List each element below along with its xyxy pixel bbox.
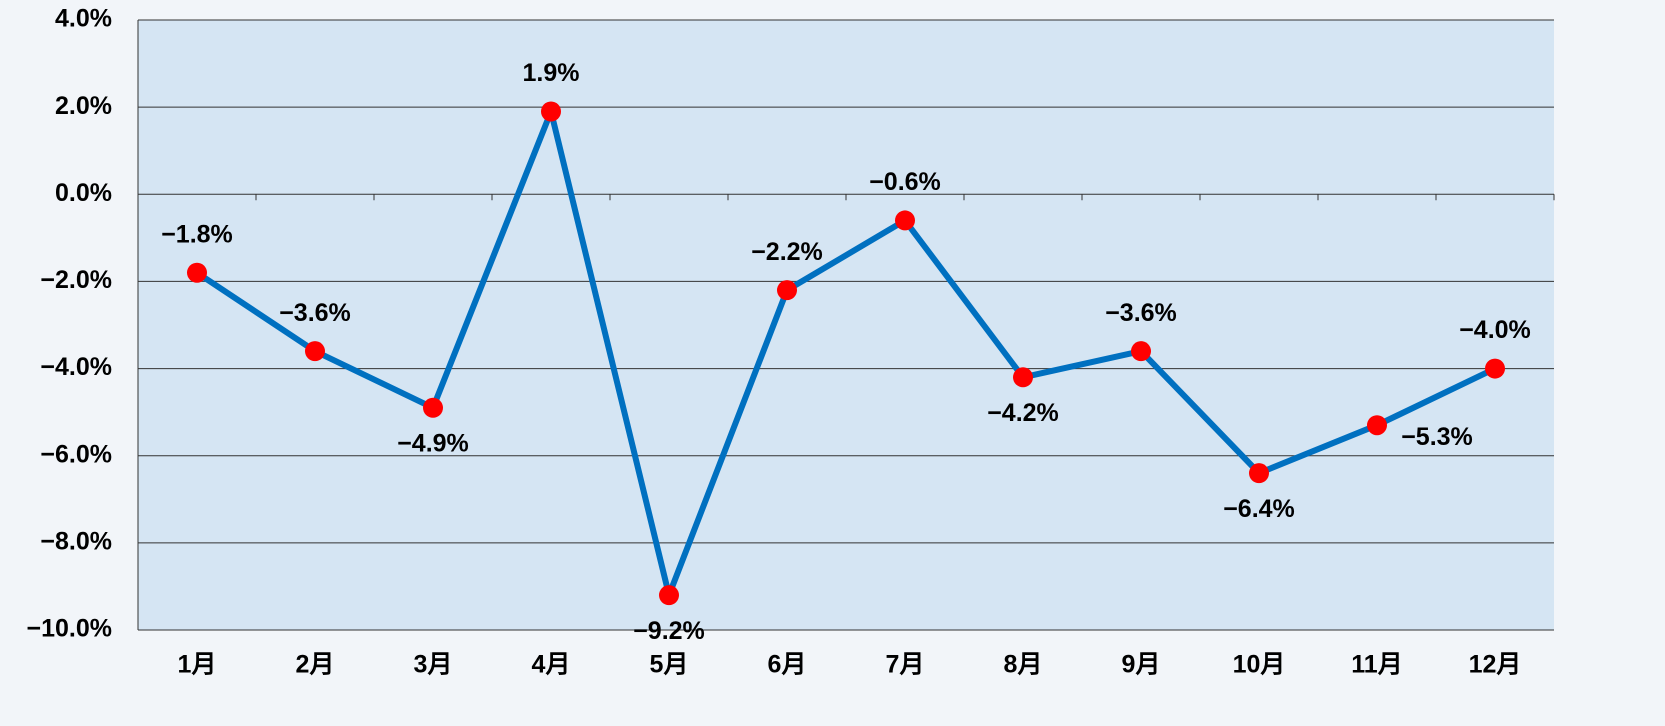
point (305, 341, 325, 362)
data-label: −4.0% (1459, 316, 1531, 344)
point (1485, 358, 1505, 379)
x-tick-label: 2月 (296, 651, 335, 679)
x-tick-label: 1月 (178, 651, 217, 679)
data-label: −6.4% (1223, 495, 1295, 523)
point (1249, 463, 1269, 484)
data-label: −9.2% (633, 617, 705, 645)
x-tick-label: 9月 (1122, 651, 1161, 679)
y-tick-label: 2.0% (55, 92, 112, 120)
y-tick-label: 4.0% (55, 5, 112, 33)
x-tick-label: 6月 (768, 651, 807, 679)
point (1013, 367, 1033, 388)
point (187, 262, 207, 283)
point (659, 585, 679, 606)
series-line (195, 108, 1497, 599)
y-tick-label: −10.0% (27, 615, 113, 643)
y-tick-label: −4.0% (40, 353, 112, 381)
x-tick-label: 12月 (1469, 651, 1522, 679)
data-label: −1.8% (161, 220, 233, 248)
x-tick-label: 7月 (886, 651, 925, 679)
data-label: −5.3% (1401, 423, 1473, 451)
data-label: −4.9% (397, 429, 469, 457)
data-label: −3.6% (279, 299, 351, 327)
data-label: −4.2% (987, 399, 1059, 427)
data-label: −2.2% (751, 238, 823, 266)
point (1367, 415, 1387, 436)
point (777, 280, 797, 301)
x-tick-label: 5月 (650, 651, 689, 679)
y-tick-label: −6.0% (40, 440, 112, 468)
x-tick-label: 3月 (414, 651, 453, 679)
y-tick-label: −8.0% (40, 527, 112, 555)
x-tick-label: 10月 (1233, 651, 1286, 679)
point (423, 397, 443, 418)
data-label: −3.6% (1105, 299, 1177, 327)
plot-area (138, 20, 1554, 630)
x-tick-label: 8月 (1004, 651, 1043, 679)
data-label: 1.9% (523, 59, 580, 87)
y-tick-label: −2.0% (40, 266, 112, 294)
y-tick-label: 0.0% (55, 179, 112, 207)
x-tick-label: 4月 (532, 651, 571, 679)
point (1131, 341, 1151, 362)
data-label: −0.6% (869, 168, 941, 196)
point (541, 101, 561, 122)
x-tick-label: 11月 (1351, 651, 1402, 679)
point (895, 210, 915, 231)
